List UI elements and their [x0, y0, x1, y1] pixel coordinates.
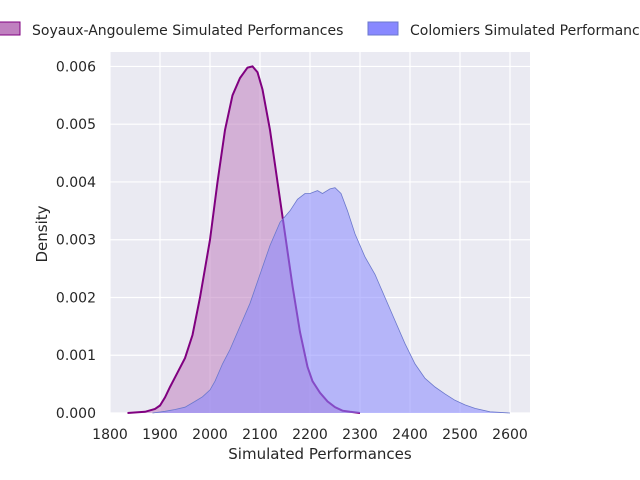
y-tick-label: 0.003	[56, 233, 96, 249]
series-area-1	[127, 66, 360, 414]
legend-label-2: Colomiers Simulated Performances	[410, 23, 640, 39]
y-axis-label: Density	[33, 205, 51, 262]
y-tick-label: 0.004	[56, 175, 96, 191]
y-tick-label: 0.000	[56, 406, 96, 422]
legend: Soyaux-Angouleme Simulated Performances C…	[0, 21, 640, 39]
series-line-2	[152, 187, 511, 414]
y-tick-label: 0.005	[56, 117, 96, 133]
x-tick-label: 1900	[142, 427, 178, 443]
x-axis: 1800 1900 2000 2100 2200 2300 2400 2500 2600	[92, 427, 528, 443]
legend-label-1: Soyaux-Angouleme Simulated Performances	[32, 23, 343, 39]
x-tick-label: 2200	[292, 427, 328, 443]
y-tick-label: 0.002	[56, 290, 96, 306]
x-tick-label: 2300	[342, 427, 378, 443]
legend-swatch-2	[367, 21, 399, 36]
legend-swatch-1	[0, 21, 21, 36]
y-axis: 0.000 0.001 0.002 0.003 0.004 0.005 0.006	[56, 59, 96, 422]
x-tick-label: 2100	[242, 427, 278, 443]
x-tick-label: 2000	[192, 427, 228, 443]
x-tick-label: 2500	[442, 427, 478, 443]
x-tick-label: 2600	[492, 427, 528, 443]
series-layer	[127, 65, 511, 414]
series-area-2	[152, 187, 510, 413]
x-tick-label: 1800	[92, 427, 128, 443]
x-tick-label: 2400	[392, 427, 428, 443]
y-tick-label: 0.001	[56, 348, 96, 364]
x-axis-label: Simulated Performances	[228, 445, 412, 463]
y-tick-label: 0.006	[56, 59, 96, 75]
